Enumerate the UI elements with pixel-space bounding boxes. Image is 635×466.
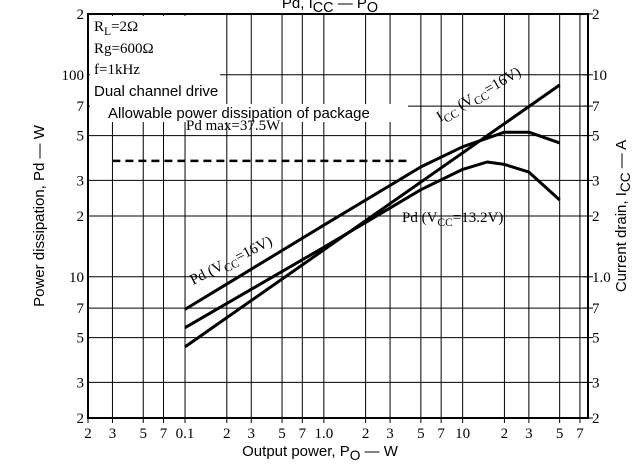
x-tick-label: 3	[525, 426, 533, 442]
y-tick-label: 5	[77, 331, 85, 347]
x-axis-label-sub: O	[350, 448, 361, 463]
annotation: Rg=600Ω	[94, 41, 154, 57]
x-tick-label: 2	[501, 426, 509, 442]
y2-tick-label: 5	[592, 129, 600, 145]
y-tick-label: 2	[77, 7, 85, 23]
y2-tick-label: 5	[592, 331, 600, 347]
y2-tick-label: 7	[592, 99, 600, 115]
x-tick-label: 5	[417, 426, 425, 442]
annotation-part: Dual channel drive	[94, 83, 218, 100]
annotation: Dual channel drive	[94, 83, 218, 100]
y2-axis-label: Current drain, ICC — A	[613, 140, 633, 292]
x-tick-label: 5	[556, 426, 564, 442]
y2-axis-label-part: — A	[613, 140, 630, 173]
annotation-part: =2Ω	[111, 19, 138, 35]
annotation-part: f=1kHz	[94, 62, 140, 78]
chart-title-sub: O	[367, 0, 378, 16]
series-label-part: Pd (V	[188, 258, 227, 288]
chart-title-part: Pd, I	[282, 0, 313, 12]
y2-tick-label: 10	[592, 68, 607, 84]
x-tick-label: 3	[248, 426, 256, 442]
y-tick-label: 5	[77, 129, 85, 145]
legend-box	[90, 16, 220, 111]
annotation-sub: L	[104, 26, 111, 38]
y2-tick-label: 2	[592, 411, 600, 427]
x-tick-label: 7	[299, 426, 307, 442]
x-tick-label: 1.0	[314, 426, 333, 442]
series-label-part: Pd (V	[402, 210, 438, 226]
x-tick-label: 10	[455, 426, 470, 442]
series-label: Pd (VCC=13.2V)	[402, 210, 503, 229]
y-tick-label: 10	[69, 270, 84, 286]
series-label-part: Pd max=37.5W	[186, 118, 281, 134]
y-tick-label: 100	[62, 68, 85, 84]
x-tick-label: 5	[278, 426, 286, 442]
y2-axis-label-sub: CC	[618, 172, 633, 192]
y-tick-label: 2	[77, 209, 85, 225]
annotation-part: Allowable power dissipation of package	[108, 105, 370, 122]
y2-tick-label: 7	[592, 301, 600, 317]
y2-tick-label: 2	[592, 7, 600, 23]
y-tick-label: 2	[77, 411, 85, 427]
x-tick-label: 7	[437, 426, 445, 442]
x-tick-label: 5	[139, 426, 147, 442]
y-tick-label: 7	[77, 99, 85, 115]
x-axis-label-part: Output power, P	[242, 443, 350, 460]
x-tick-label: 3	[386, 426, 394, 442]
x-tick-label: 2	[223, 426, 231, 442]
y2-tick-label: 1.0	[592, 270, 611, 286]
note-bg	[108, 104, 408, 122]
series-label: Pd max=37.5W	[186, 118, 281, 134]
annotation-part: R	[94, 19, 104, 35]
chart-title: Pd, ICC — PO	[282, 0, 378, 16]
annotation: Allowable power dissipation of package	[108, 105, 370, 122]
x-tick-label: 2	[362, 426, 370, 442]
y-axis-label: Power dissipation, Pd — W	[31, 124, 48, 307]
y2-tick-label: 2	[592, 209, 600, 225]
series-line	[184, 130, 561, 311]
series-line	[184, 83, 561, 349]
series-label-part: =13.2V)	[453, 210, 504, 226]
x-tick-label: 3	[109, 426, 117, 442]
chart-title-part: — P	[334, 0, 367, 12]
x-axis-label-part: — W	[360, 443, 398, 460]
y2-tick-label: 3	[592, 375, 600, 391]
y-tick-label: 3	[77, 173, 85, 189]
annotation: f=1kHz	[94, 62, 140, 78]
y-tick-label: 3	[77, 375, 85, 391]
series-label-part: =16V)	[482, 64, 524, 98]
plot-frame	[87, 13, 589, 419]
y2-tick-label: 3	[592, 173, 600, 189]
chart-title-sub: CC	[313, 0, 334, 16]
annotation-part: Rg=600Ω	[94, 41, 154, 57]
x-tick-label: 7	[160, 426, 168, 442]
y-tick-label: 7	[77, 301, 85, 317]
x-tick-label: 2	[84, 426, 92, 442]
series-label-sub: CC	[437, 217, 453, 229]
series-line	[184, 160, 561, 329]
series-label-part: =16V)	[233, 233, 275, 265]
annotation: RL=2Ω	[94, 19, 138, 38]
x-tick-label: 7	[576, 426, 584, 442]
y-axis-label-part: Power dissipation, Pd — W	[31, 124, 48, 307]
x-tick-label: 0.1	[176, 426, 195, 442]
y2-axis-label-part: Current drain, I	[613, 192, 630, 292]
x-axis-label: Output power, PO — W	[242, 443, 399, 463]
